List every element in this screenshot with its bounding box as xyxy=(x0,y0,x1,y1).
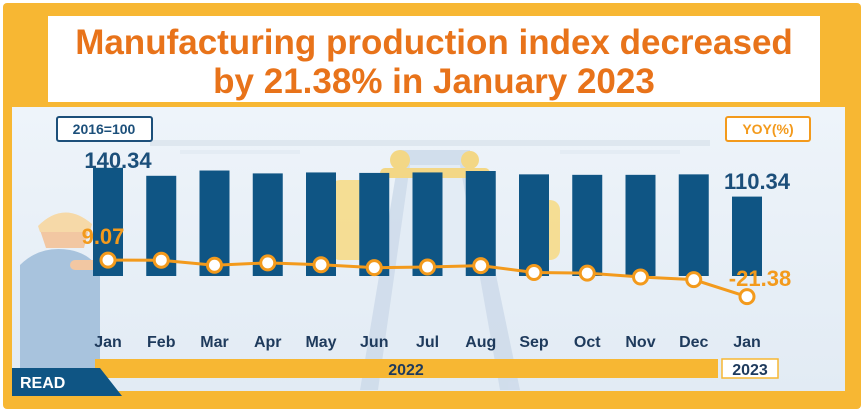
month-label-4: May xyxy=(305,334,336,351)
month-label-9: Oct xyxy=(574,334,601,351)
yoy-point-1 xyxy=(152,251,170,269)
bar-value-last: 110.34 xyxy=(724,169,791,194)
year-band-2022 xyxy=(95,359,718,378)
value-labels: 140.34 110.34 9.07 -21.38 xyxy=(82,148,792,291)
yoy-point-12 xyxy=(738,288,756,306)
bar-12 xyxy=(732,196,762,276)
yoy-point-2 xyxy=(206,256,223,274)
base-badge: 2016=100 xyxy=(56,116,153,142)
title-line-2: by 21.38% in January 2023 xyxy=(213,62,655,101)
month-label-10: Nov xyxy=(625,334,655,351)
yoy-point-5 xyxy=(365,259,383,277)
read-label: READ xyxy=(20,375,65,392)
worker-illustration xyxy=(20,212,100,375)
month-label-1: Feb xyxy=(147,334,176,351)
month-label-7: Aug xyxy=(465,334,496,351)
month-label-11: Dec xyxy=(679,334,708,351)
month-label-12: Jan xyxy=(733,334,761,351)
yoy-value-first: 9.07 xyxy=(82,224,125,249)
month-label-3: Apr xyxy=(254,334,282,351)
title-line-1: Manufacturing production index decreased xyxy=(75,23,793,62)
yoy-point-7 xyxy=(472,257,490,275)
read-tag xyxy=(12,368,122,396)
year-label-2022: 2022 xyxy=(388,362,424,379)
yoy-point-8 xyxy=(525,263,543,281)
month-label-0: Jan xyxy=(94,334,122,351)
base-label: 2016=100 xyxy=(73,121,136,137)
yoy-point-0 xyxy=(99,251,117,269)
month-label-6: Jul xyxy=(416,334,439,351)
bar-9 xyxy=(572,174,603,276)
month-label-8: Sep xyxy=(519,334,549,351)
yoy-point-9 xyxy=(578,264,596,282)
yoy-label: YOY(%) xyxy=(742,121,793,137)
month-label-2: Mar xyxy=(200,334,228,351)
year-label-2023: 2023 xyxy=(732,362,768,379)
yoy-point-10 xyxy=(632,268,649,286)
yoy-series xyxy=(99,251,756,306)
yoy-value-last: -21.38 xyxy=(729,266,791,291)
bar-value-first: 140.34 xyxy=(84,148,152,173)
yoy-point-11 xyxy=(685,271,703,289)
bar-5 xyxy=(359,172,390,276)
bar-10 xyxy=(625,174,656,276)
bar-11 xyxy=(678,174,709,276)
title-box xyxy=(48,16,820,102)
yoy-point-3 xyxy=(259,254,277,272)
yoy-point-6 xyxy=(419,258,436,276)
year-band-2023 xyxy=(721,358,779,379)
yoy-badge: YOY(%) xyxy=(725,116,811,142)
month-labels: Jan Feb Mar Apr May Jun Jul Aug Sep Oct Nov Dec Jan xyxy=(94,334,761,351)
yoy-point-4 xyxy=(312,256,330,274)
month-label-5: Jun xyxy=(360,334,388,351)
bar-8 xyxy=(519,174,549,276)
